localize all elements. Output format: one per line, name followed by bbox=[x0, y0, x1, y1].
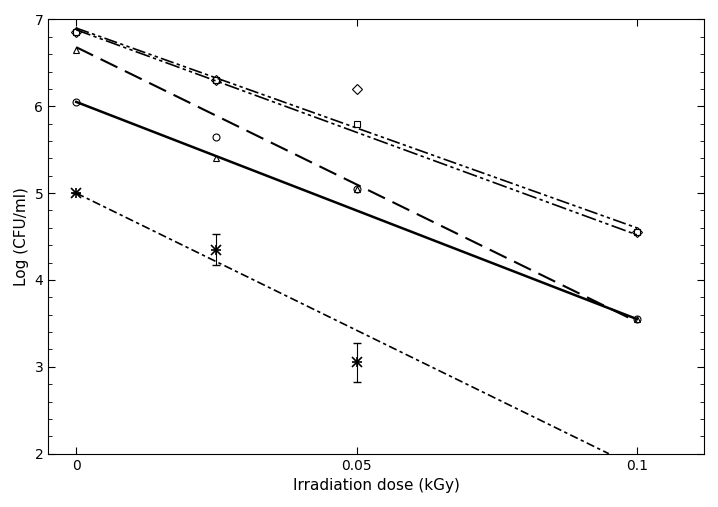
X-axis label: Irradiation dose (kGy): Irradiation dose (kGy) bbox=[293, 478, 460, 493]
Y-axis label: Log (CFU/ml): Log (CFU/ml) bbox=[14, 187, 29, 286]
